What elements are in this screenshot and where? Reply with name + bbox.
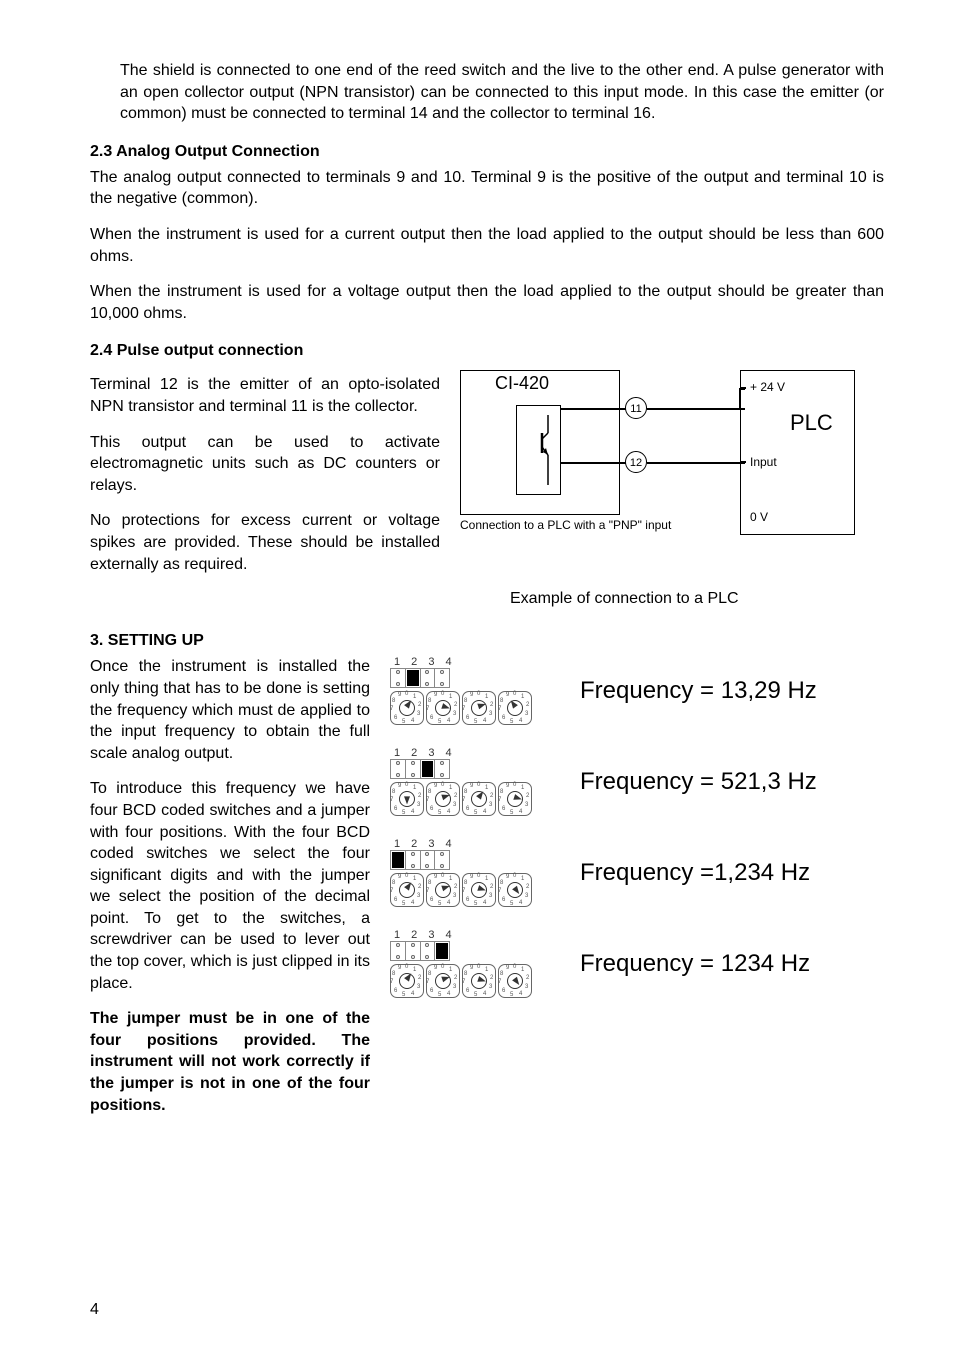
plc-example-caption: Example of connection to a PLC bbox=[510, 590, 884, 608]
dip-header: 1 2 3 4 bbox=[394, 838, 550, 850]
dip-jumper-block: 1 2 3 4 bbox=[390, 747, 550, 779]
frequency-label: Frequency =1,234 Hz bbox=[580, 859, 810, 887]
plc-24v-label: + 24 V bbox=[750, 380, 785, 394]
wire-bottom bbox=[561, 462, 629, 464]
dip-slot-3 bbox=[421, 942, 436, 960]
dip-row bbox=[390, 759, 450, 779]
rotary-row: 0123456789012345678901234567890123456789 bbox=[390, 964, 550, 998]
frequency-label: Frequency = 13,29 Hz bbox=[580, 677, 817, 705]
s24-p3: No protections for excess current or vol… bbox=[90, 510, 440, 575]
dip-slot-4 bbox=[435, 942, 449, 960]
s3-p3: The jumper must be in one of the four po… bbox=[90, 1008, 370, 1116]
dip-header: 1 2 3 4 bbox=[394, 656, 550, 668]
transistor-icon bbox=[530, 415, 566, 485]
rotary-switch: 0123456789 bbox=[498, 873, 532, 907]
plc-caption: Connection to a PLC with a "PNP" input bbox=[460, 518, 740, 532]
dip-slot-2 bbox=[406, 851, 421, 869]
setting-up-layout: Once the instrument is installed the onl… bbox=[90, 656, 884, 1130]
rotary-row: 0123456789012345678901234567890123456789 bbox=[390, 782, 550, 816]
dip-slot-1 bbox=[391, 942, 406, 960]
setting-row-3: 1 2 3 4012345678901234567890123456789012… bbox=[390, 838, 884, 907]
dip-jumper-block: 1 2 3 4 bbox=[390, 838, 550, 870]
wire-to-plc-bottom bbox=[647, 462, 740, 464]
rotary-switch: 0123456789 bbox=[426, 782, 460, 816]
dip-slot-3 bbox=[421, 669, 436, 687]
setting-row-1: 1 2 3 4012345678901234567890123456789012… bbox=[390, 656, 884, 725]
dip-header: 1 2 3 4 bbox=[394, 929, 550, 941]
dip-slot-1 bbox=[391, 851, 406, 869]
s24-text-column: Terminal 12 is the emitter of an opto-is… bbox=[90, 366, 440, 575]
rotary-switch: 0123456789 bbox=[498, 964, 532, 998]
dip-row bbox=[390, 850, 450, 870]
rotary-switch: 0123456789 bbox=[462, 691, 496, 725]
terminal-12: 12 bbox=[625, 451, 647, 473]
s23-p1: The analog output connected to terminals… bbox=[90, 167, 884, 210]
rotary-switch: 0123456789 bbox=[390, 782, 424, 816]
settings-diagram-column: 1 2 3 4012345678901234567890123456789012… bbox=[390, 656, 884, 1020]
dip-jumper-block: 1 2 3 4 bbox=[390, 656, 550, 688]
dip-header: 1 2 3 4 bbox=[394, 747, 550, 759]
setting-switches: 1 2 3 4012345678901234567890123456789012… bbox=[390, 747, 550, 816]
dip-jumper-block: 1 2 3 4 bbox=[390, 929, 550, 961]
dip-slot-4 bbox=[435, 669, 449, 687]
setting-switches: 1 2 3 4012345678901234567890123456789012… bbox=[390, 838, 550, 907]
setting-row-2: 1 2 3 4012345678901234567890123456789012… bbox=[390, 747, 884, 816]
frequency-label: Frequency = 1234 Hz bbox=[580, 950, 810, 978]
s3-p2: To introduce this frequency we have four… bbox=[90, 778, 370, 994]
dip-slot-1 bbox=[391, 760, 406, 778]
intro-paragraph: The shield is connected to one end of th… bbox=[120, 60, 884, 125]
s3-p1: Once the instrument is installed the onl… bbox=[90, 656, 370, 764]
rotary-switch: 0123456789 bbox=[462, 964, 496, 998]
dip-slot-4 bbox=[435, 760, 449, 778]
rotary-switch: 0123456789 bbox=[498, 782, 532, 816]
plc-diagram: CI-420 11 12 bbox=[460, 370, 860, 580]
plc-label: PLC bbox=[790, 410, 833, 436]
plc-0v-label: 0 V bbox=[750, 510, 768, 524]
rotary-switch: 0123456789 bbox=[426, 873, 460, 907]
setting-switches: 1 2 3 4012345678901234567890123456789012… bbox=[390, 929, 550, 998]
heading-3: 3. SETTING UP bbox=[90, 632, 884, 650]
s23-p3: When the instrument is used for a voltag… bbox=[90, 281, 884, 324]
rotary-switch: 0123456789 bbox=[498, 691, 532, 725]
dip-slot-3 bbox=[421, 851, 436, 869]
rotary-switch: 0123456789 bbox=[462, 873, 496, 907]
rotary-switch: 0123456789 bbox=[390, 964, 424, 998]
setting-row-4: 1 2 3 4012345678901234567890123456789012… bbox=[390, 929, 884, 998]
s24-p2: This output can be used to activate elec… bbox=[90, 432, 440, 497]
s24-p1: Terminal 12 is the emitter of an opto-is… bbox=[90, 374, 440, 417]
rotary-switch: 0123456789 bbox=[390, 873, 424, 907]
rotary-switch: 0123456789 bbox=[462, 782, 496, 816]
dip-slot-3 bbox=[421, 760, 436, 778]
plc-diagram-column: CI-420 11 12 bbox=[460, 366, 884, 608]
rotary-row: 0123456789012345678901234567890123456789 bbox=[390, 691, 550, 725]
wire-top bbox=[561, 408, 629, 410]
dip-slot-2 bbox=[406, 669, 421, 687]
frequency-label: Frequency = 521,3 Hz bbox=[580, 768, 817, 796]
plc-input-label: Input bbox=[750, 455, 777, 469]
dip-slot-2 bbox=[406, 760, 421, 778]
terminal-11: 11 bbox=[625, 397, 647, 419]
setting-text-column: Once the instrument is installed the onl… bbox=[90, 656, 370, 1130]
heading-2-3: 2.3 Analog Output Connection bbox=[90, 143, 884, 161]
dip-slot-1 bbox=[391, 669, 406, 687]
rotary-switch: 0123456789 bbox=[426, 691, 460, 725]
dip-row bbox=[390, 668, 450, 688]
wire-to-plc-top bbox=[647, 408, 740, 410]
dip-slot-2 bbox=[406, 942, 421, 960]
rotary-switch: 0123456789 bbox=[426, 964, 460, 998]
document-page: The shield is connected to one end of th… bbox=[0, 0, 954, 1349]
dip-slot-4 bbox=[435, 851, 449, 869]
rotary-switch: 0123456789 bbox=[390, 691, 424, 725]
page-number: 4 bbox=[90, 1301, 99, 1319]
pulse-output-layout: Terminal 12 is the emitter of an opto-is… bbox=[90, 366, 884, 608]
heading-2-4: 2.4 Pulse output connection bbox=[90, 342, 884, 360]
rotary-row: 0123456789012345678901234567890123456789 bbox=[390, 873, 550, 907]
dip-row bbox=[390, 941, 450, 961]
setting-switches: 1 2 3 4012345678901234567890123456789012… bbox=[390, 656, 550, 725]
ci420-label: CI-420 bbox=[495, 373, 549, 394]
s23-p2: When the instrument is used for a curren… bbox=[90, 224, 884, 267]
